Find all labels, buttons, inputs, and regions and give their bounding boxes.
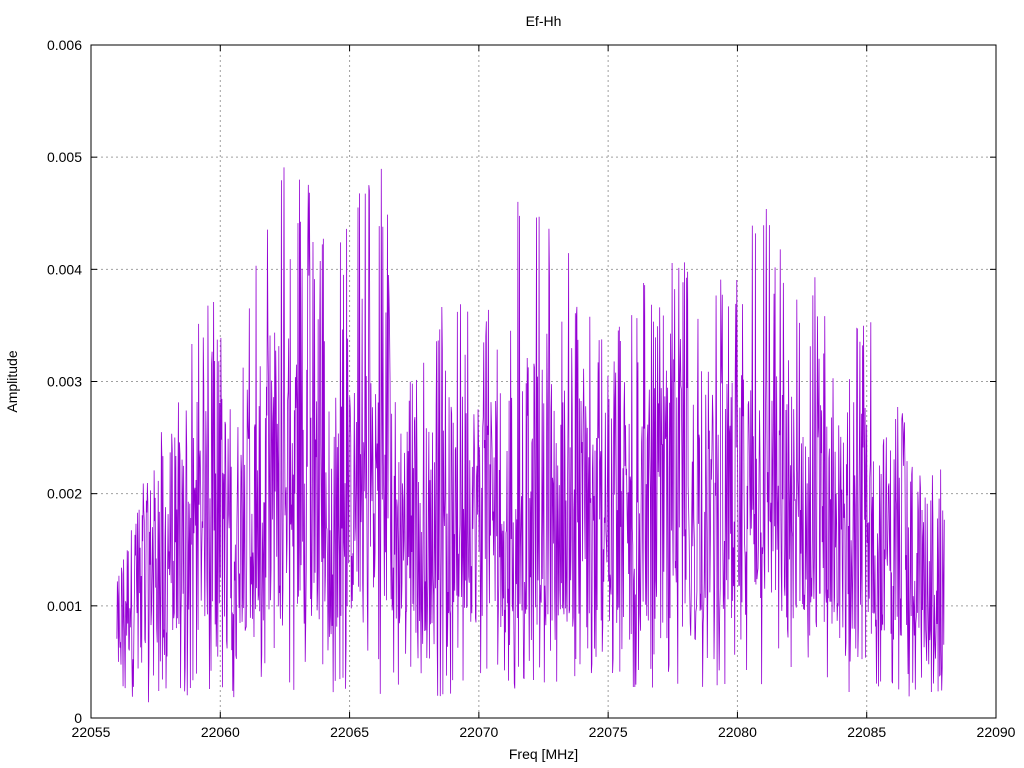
x-tick-label: 22070 <box>459 724 498 740</box>
x-tick-label: 22055 <box>72 724 111 740</box>
x-tick-label: 22090 <box>977 724 1016 740</box>
x-tick-label: 22080 <box>718 724 757 740</box>
y-tick-label: 0.001 <box>47 598 82 614</box>
y-tick-label: 0.006 <box>47 37 82 53</box>
ticks: 22055 22060 22065 22070 22075 22080 22085 22090… <box>47 37 1016 740</box>
series-line <box>116 167 945 703</box>
y-tick-label: 0.004 <box>47 261 82 277</box>
series-layer <box>116 167 945 703</box>
y-tick-label: 0 <box>74 710 82 726</box>
x-tick-label: 22060 <box>201 724 240 740</box>
chart-title: Ef-Hh <box>526 13 562 29</box>
x-tick-label: 22075 <box>589 724 628 740</box>
y-tick-label: 0.003 <box>47 374 82 390</box>
x-axis-label: Freq [MHz] <box>509 746 578 762</box>
y-tick-label: 0.002 <box>47 486 82 502</box>
x-tick-label: 22085 <box>847 724 886 740</box>
x-tick-label: 22065 <box>330 724 369 740</box>
y-tick-label: 0.005 <box>47 149 82 165</box>
y-axis-label: Amplitude <box>4 350 20 412</box>
